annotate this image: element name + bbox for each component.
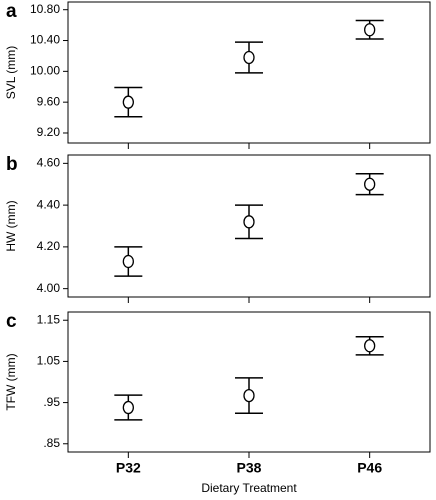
y-tick-label: 4.00 (37, 281, 61, 295)
y-axis-label: HW (mm) (4, 200, 18, 251)
y-tick-label: 4.60 (37, 156, 61, 170)
mean-marker (364, 339, 376, 353)
y-tick-label: 1.15 (37, 312, 61, 326)
y-tick-label: 10.00 (30, 64, 60, 78)
y-tick-label: 10.40 (30, 33, 60, 47)
y-tick-label: 10.80 (30, 2, 60, 16)
mean-marker (364, 177, 376, 191)
panel-label: b (6, 154, 18, 175)
mean-marker (243, 215, 255, 229)
mean-marker (243, 50, 255, 65)
y-axis-label: SVL (mm) (4, 46, 18, 100)
y-tick-label: 4.20 (37, 239, 61, 253)
y-axis-label: TFW (mm) (4, 353, 18, 410)
mean-marker (122, 400, 134, 415)
x-tick-label: P38 (237, 460, 262, 476)
panel-label: c (6, 311, 17, 332)
y-tick-label: .95 (43, 395, 60, 409)
y-tick-label: 4.40 (37, 197, 61, 211)
x-axis-label: Dietary Treatment (201, 481, 297, 495)
y-tick-label: .85 (43, 436, 60, 450)
mean-marker (122, 95, 134, 109)
panel-label: a (6, 1, 17, 22)
y-tick-label: 9.60 (37, 94, 61, 108)
y-tick-label: 1.05 (37, 354, 61, 368)
x-tick-label: P46 (357, 460, 382, 476)
mean-marker (364, 23, 376, 37)
y-tick-label: 9.20 (37, 125, 61, 139)
mean-marker (243, 388, 255, 403)
mean-marker (122, 254, 134, 269)
x-tick-label: P32 (116, 460, 141, 476)
